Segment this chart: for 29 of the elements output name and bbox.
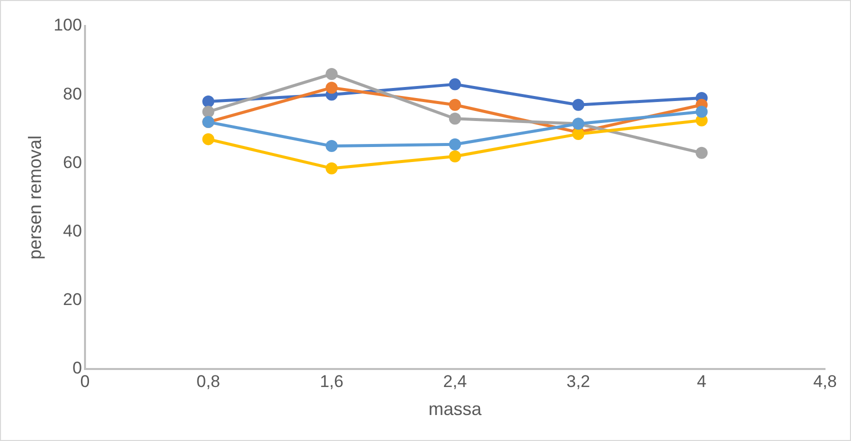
- x-tick-label: 1,6: [320, 372, 344, 391]
- x-axis-title: massa: [428, 399, 482, 420]
- point: [326, 68, 338, 80]
- y-tick-label: 100: [54, 16, 82, 35]
- point: [448, 78, 461, 90]
- point: [448, 150, 461, 162]
- x-tick-label: 4,8: [813, 372, 837, 391]
- y-tick-label: 80: [63, 84, 82, 104]
- point: [326, 140, 338, 152]
- point: [448, 98, 461, 111]
- point: [202, 106, 214, 118]
- point: [326, 82, 338, 94]
- x-tick-label: 4: [696, 372, 706, 391]
- y-tick-label: 0: [72, 358, 82, 378]
- point: [696, 146, 708, 159]
- x-tick-label: 0,8: [196, 372, 220, 391]
- y-tick-label: 20: [63, 290, 82, 310]
- point: [696, 106, 708, 118]
- point: [202, 133, 214, 146]
- x-tick-label: 3,2: [566, 372, 590, 391]
- y-tick-label: 40: [63, 221, 82, 240]
- point: [202, 95, 214, 108]
- y-axis-title: persen removal: [24, 135, 45, 260]
- y-tick-label: 60: [63, 152, 82, 172]
- point: [326, 162, 338, 174]
- point: [448, 138, 461, 150]
- point: [448, 112, 461, 125]
- x-tick-label: 2,4: [443, 372, 467, 391]
- point: [572, 98, 584, 111]
